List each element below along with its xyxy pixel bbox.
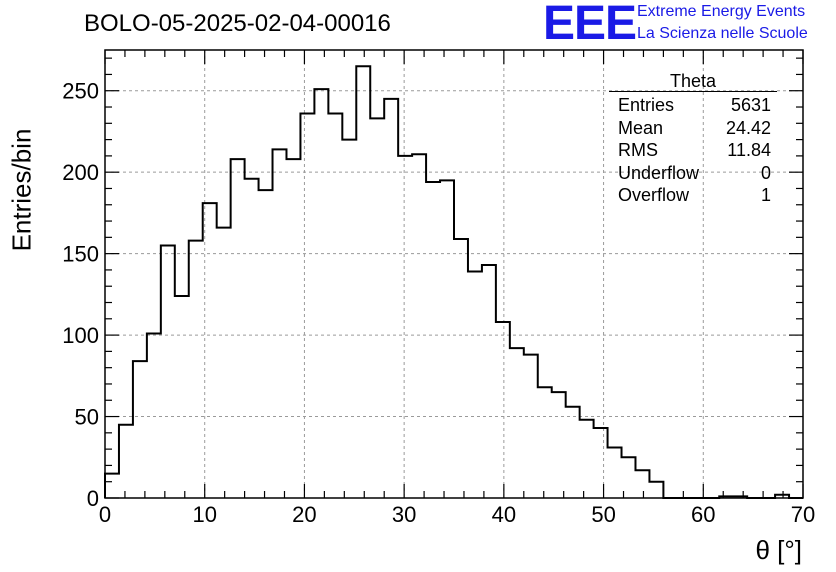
histogram-bin [286,159,300,498]
histogram-bin [119,425,133,498]
x-tick-label: 40 [492,502,516,527]
logo-tagline-1: Extreme Energy Events [637,3,806,20]
histogram-bin [342,140,356,498]
y-tick-label: 200 [62,160,99,185]
histogram-bin [273,149,287,498]
stats-row-entries: Entries 5631 [609,94,777,117]
y-tick-label: 150 [62,242,99,267]
x-axis-label: θ [°] [755,535,802,565]
histogram-bin [608,447,622,498]
histogram-bin [203,203,217,498]
x-tick-label: 70 [791,502,815,527]
histogram-bin [510,348,524,498]
histogram-bin [356,66,370,498]
histogram-bin [440,180,454,498]
histogram-bin [580,420,594,498]
histogram-bin [245,179,259,498]
histogram-bin [566,407,580,498]
y-tick-label: 100 [62,323,99,348]
histogram-bin [635,470,649,498]
histogram-bin [328,114,342,498]
x-tick-label: 50 [591,502,615,527]
stats-label: Underflow [618,162,700,183]
y-tick-label: 50 [75,405,99,430]
histogram-bin [482,265,496,498]
histogram-bin [649,482,663,498]
x-tick-label: 60 [691,502,715,527]
histogram-bin [496,322,510,498]
histogram-outline [104,65,803,499]
histogram-bin [133,361,147,498]
histogram-bin [175,296,189,498]
plot-frame [104,49,804,499]
stats-value: 24.42 [725,117,771,138]
y-axis-label-wrap: Entries/bin [4,129,40,252]
histogram-bin [231,159,245,498]
histogram-bin [370,118,384,498]
stats-row-rms: RMS 11.84 [609,139,777,162]
x-tick-label: 10 [192,502,216,527]
stats-label: Overflow [618,185,690,206]
histogram-bin [552,392,566,498]
stats-value: 11.84 [727,140,771,161]
stats-value: 1 [760,185,771,206]
histogram-bin [189,241,203,498]
histogram-bin [594,428,608,498]
histogram-bin [454,239,468,498]
histogram-bin [538,387,552,498]
grid-lines [105,50,803,498]
histogram-bin [398,156,412,498]
stats-label: Mean [618,117,664,138]
histogram-bin [300,114,314,498]
histogram-bars [104,65,803,499]
histogram-bin [217,228,231,498]
stats-row-overflow: Overflow 1 [609,184,777,207]
stats-row-mean: Mean 24.42 [609,117,777,140]
histogram-bin [524,355,538,498]
y-tick-label: 0 [87,486,99,511]
histogram-bin [426,182,440,498]
x-tick-label: 30 [392,502,416,527]
histogram-bin [384,99,398,498]
x-tick-label: 20 [292,502,316,527]
stats-box: Theta Entries 5631 Mean 24.42 RMS 11.84 … [609,71,777,207]
eee-logo: EEE [543,0,637,50]
chart-title: BOLO-05-2025-02-04-00016 [84,10,391,37]
stats-label: RMS [618,140,658,161]
histogram-bin [412,154,426,498]
histogram-bin [314,89,328,498]
histogram-bin [468,272,482,498]
y-axis-label: Entries/bin [6,128,37,252]
logo-tagline-2: La Scienza nelle Scuole [637,25,808,42]
stats-value: 0 [760,162,771,183]
stats-label: Entries [618,95,675,115]
histogram-bin [259,190,273,498]
stats-title: Theta [609,71,777,92]
y-tick-label: 250 [62,79,99,104]
histogram-bin [105,474,119,498]
histogram-bin [161,245,175,498]
x-tick-label: 0 [99,502,111,527]
stats-row-underflow: Underflow 0 [609,162,777,185]
histogram-bin [147,333,161,498]
stats-value: 5631 [730,95,771,115]
